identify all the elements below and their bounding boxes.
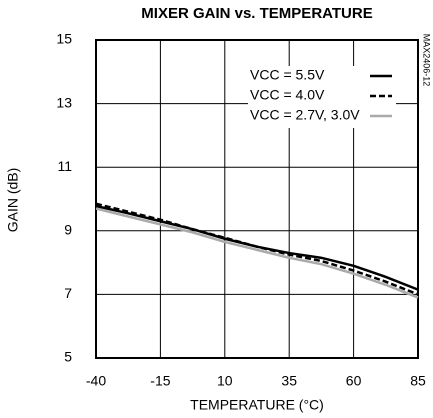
legend-label: VCC = 2.7V, 3.0V [250, 107, 360, 123]
data-line [95, 207, 419, 299]
x-axis-label: TEMPERATURE (°C) [190, 397, 324, 413]
y-axis-label: GAIN (dB) [5, 168, 21, 233]
plot-frame [95, 39, 419, 359]
data-line [95, 202, 419, 296]
y-tick-label: 11 [57, 158, 72, 174]
y-tick-label: 5 [64, 349, 72, 365]
x-tick-label: -40 [86, 373, 106, 389]
x-tick-label: 35 [281, 373, 297, 389]
x-tick-label: -15 [150, 373, 170, 389]
legend-label: VCC = 4.0V [250, 87, 325, 103]
y-tick-label: 7 [64, 285, 72, 301]
x-tick-label: 85 [410, 373, 426, 389]
y-tick-label: 15 [56, 31, 72, 47]
y-tick-label: 13 [56, 94, 72, 110]
legend-label: VCC = 5.5V [250, 67, 325, 83]
x-tick-label: 10 [217, 373, 233, 389]
y-tick-label: 9 [64, 222, 72, 238]
chart-title: MIXER GAIN vs. TEMPERATURE [141, 5, 372, 22]
x-tick-label: 60 [346, 373, 362, 389]
part-code: MAX2406-12 [422, 34, 432, 87]
